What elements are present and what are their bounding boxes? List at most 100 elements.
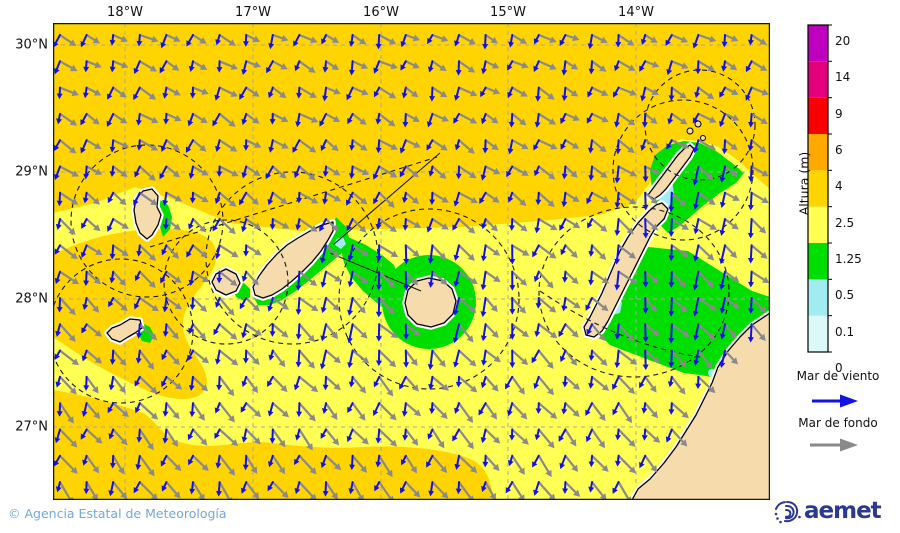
wind-arrow [292, 139, 301, 153]
swell-arrow [617, 139, 635, 154]
swell-arrow [564, 323, 579, 338]
swell-arrow [537, 139, 558, 150]
wind-arrow [134, 270, 141, 282]
wind-arrow [454, 454, 461, 470]
wind-arrow [558, 323, 567, 338]
swell-arrow [564, 139, 580, 149]
swell-arrow [351, 454, 368, 473]
wind-arrow [403, 349, 410, 368]
swell-arrow [85, 323, 102, 337]
wind-arrow [400, 34, 407, 48]
wind-arrow [641, 402, 648, 414]
wind-arrow [693, 323, 700, 341]
swell-arrow [298, 349, 315, 369]
colorbar-segment [808, 61, 828, 98]
swell-arrow [564, 33, 580, 42]
swell-arrow [58, 165, 79, 177]
swell-arrow [298, 296, 319, 312]
swell-arrow [644, 270, 659, 284]
map-layers [53, 23, 770, 500]
wind-arrow [642, 270, 649, 288]
swell-arrow [218, 454, 236, 476]
wind-arrow [665, 428, 673, 443]
wind-arrow [162, 191, 169, 206]
wind-arrow [293, 165, 301, 179]
wind-arrow [189, 402, 196, 418]
swell-arrow [564, 244, 578, 259]
swell-arrow [138, 139, 159, 151]
wind-arrow [55, 481, 62, 493]
swell-arrow [511, 428, 529, 445]
wind-arrow [482, 139, 489, 154]
wind-arrow [455, 375, 462, 388]
island-tenerife [252, 221, 334, 299]
wind-arrow [562, 481, 569, 495]
wind-arrow [107, 402, 115, 414]
swell-arrow [564, 270, 579, 285]
wind-arrow [747, 34, 754, 46]
swell-arrow [511, 375, 525, 395]
wind-arrow [642, 297, 649, 314]
wind-arrow [507, 454, 514, 467]
swell-arrow [484, 165, 501, 175]
wind-arrow [642, 323, 649, 343]
wind-arrow [587, 34, 594, 50]
wind-arrow [136, 323, 143, 339]
wind-arrow [453, 191, 460, 207]
swell-arrow [431, 402, 448, 419]
wind-arrow [188, 323, 194, 334]
wind-arrow [614, 112, 621, 128]
wind-arrow [267, 86, 274, 99]
swell-arrow [511, 60, 529, 69]
swell-arrow [431, 60, 447, 72]
swell-arrow [484, 218, 498, 232]
wind-arrow [642, 191, 649, 211]
wind-arrow [295, 270, 302, 291]
swell-arrow [697, 112, 717, 123]
swell-arrow [324, 112, 341, 123]
swell-arrow [191, 454, 209, 472]
wind-arrow [267, 481, 274, 492]
swell-arrow [617, 33, 635, 46]
wind-arrow [695, 60, 702, 75]
lon-label: 14°W [618, 5, 654, 20]
swell-arrow [431, 270, 448, 285]
swell-arrow [404, 60, 420, 69]
wind-arrow [109, 270, 116, 284]
swell-arrow [404, 402, 422, 417]
wind-arrow [509, 297, 516, 315]
swell-arrow [218, 428, 239, 447]
wind-arrow [349, 139, 355, 151]
wind-arrow [189, 481, 196, 495]
wind-arrow [585, 428, 593, 443]
wind-arrow [533, 139, 540, 151]
swell-arrow [85, 296, 100, 313]
swell-arrow [670, 191, 687, 207]
wind-arrow [614, 191, 621, 209]
wind-arrow [747, 218, 754, 239]
wind-arrow [240, 402, 248, 413]
swell-arrow [378, 323, 399, 339]
swell-arrow [511, 191, 527, 207]
swell-arrow [484, 60, 500, 69]
wind-arrow [481, 349, 488, 366]
wind-arrow [533, 481, 540, 496]
wind-arrow [80, 34, 88, 48]
swell-arrow [697, 33, 717, 43]
swell-arrow [165, 244, 180, 259]
swell-arrow [351, 428, 369, 445]
swell-arrow [644, 86, 659, 95]
wind-arrow [721, 139, 728, 155]
swell-arrow [564, 402, 580, 417]
wind-arrow [508, 218, 515, 231]
islet [686, 127, 694, 135]
swell-arrow [590, 428, 606, 449]
wind-arrow [346, 86, 354, 101]
wind-arrow [294, 454, 301, 465]
wind-arrow [215, 34, 222, 46]
wind-arrow [588, 165, 595, 181]
swell-arrow [165, 60, 180, 71]
swell-arrow [697, 165, 714, 181]
wind-arrow [748, 165, 755, 183]
swell-arrow [191, 296, 207, 313]
